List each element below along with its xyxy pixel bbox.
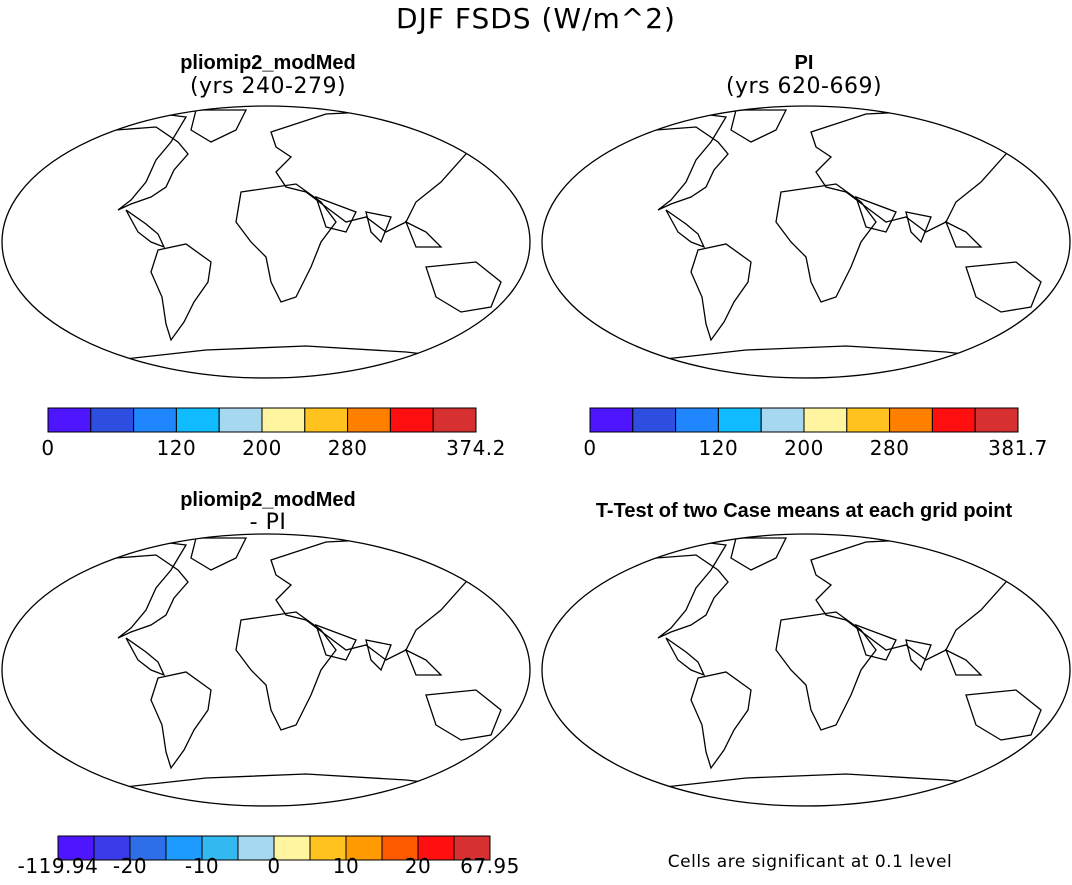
colorbar-swatch	[889, 407, 933, 433]
colorbar-swatch	[803, 407, 848, 433]
colorbar-swatch	[261, 407, 306, 433]
colorbar-swatch	[417, 835, 455, 861]
colorbar-tick-label: 374.2	[446, 436, 506, 460]
colorbar-tick-label: 280	[869, 436, 910, 460]
colorbar-swatch	[309, 835, 347, 861]
colorbar-swatch	[93, 835, 131, 861]
colorbar-swatch	[931, 407, 976, 433]
colorbar-swatch	[57, 835, 95, 861]
colorbar-tick-label: -10	[184, 854, 220, 878]
figure-title: DJF FSDS (W/m^2)	[396, 2, 676, 35]
colorbar-swatch	[218, 407, 263, 433]
panel-subtitle-difference: - PI	[249, 510, 287, 535]
colorbar-tick-label: 280	[327, 436, 368, 460]
colorbar-swatch	[133, 407, 177, 433]
colorbar-swatch	[90, 407, 135, 433]
panel-subtitle-control: (yrs 620-669)	[725, 74, 883, 99]
colorbar-tick-label: -20	[112, 854, 148, 878]
colorbar-swatch	[453, 835, 491, 861]
colorbar-swatch	[717, 407, 762, 433]
map-frame	[541, 533, 1071, 807]
colorbar-tick-label: 20	[404, 854, 432, 878]
panel-title-control: PI	[794, 52, 814, 74]
colorbar-swatch	[345, 835, 383, 861]
colorbar-swatch	[675, 407, 719, 433]
map-frame	[541, 105, 1071, 379]
colorbar-swatch	[589, 407, 634, 433]
colorbar-model	[47, 407, 477, 433]
panel-title-ttest: T-Test of two Case means at each grid po…	[595, 500, 1013, 522]
colorbar-tick-label: 120	[156, 436, 197, 460]
colorbar-swatch	[201, 835, 239, 861]
colorbar-swatch	[974, 407, 1019, 433]
colorbar-swatch	[347, 407, 391, 433]
colorbar-swatch	[47, 407, 92, 433]
colorbar-tick-label: 120	[698, 436, 739, 460]
colorbar-swatch	[165, 835, 203, 861]
colorbar-tick-label: 381.7	[988, 436, 1048, 460]
colorbar-swatch	[760, 407, 805, 433]
colorbar-tick-label: 0	[583, 436, 597, 460]
colorbar-tick-label: 0	[267, 854, 281, 878]
colorbar-swatch	[381, 835, 419, 861]
map-model	[1, 105, 531, 379]
colorbar-tick-label: 200	[784, 436, 824, 460]
map-ttest	[541, 533, 1071, 807]
colorbar-tick-label: -119.94	[17, 854, 99, 878]
map-control	[541, 105, 1071, 379]
map-frame	[1, 533, 531, 807]
significance-footnote: Cells are significant at 0.1 level	[667, 852, 953, 872]
colorbar-swatch	[389, 407, 434, 433]
colorbar-swatch	[129, 835, 167, 861]
colorbar-difference	[57, 835, 491, 861]
panel-subtitle-model: (yrs 240-279)	[189, 74, 347, 99]
colorbar-tick-label: 0	[41, 436, 55, 460]
colorbar-control	[589, 407, 1019, 433]
colorbar-swatch	[846, 407, 891, 433]
map-frame	[1, 105, 531, 379]
colorbar-swatch	[632, 407, 677, 433]
colorbar-swatch	[175, 407, 220, 433]
colorbar-tick-label: 67.95	[460, 854, 520, 878]
panel-title-difference: pliomip2_modMed	[180, 489, 356, 511]
colorbar-tick-label: 200	[242, 436, 282, 460]
colorbar-swatch	[273, 835, 311, 861]
colorbar-swatch	[432, 407, 477, 433]
colorbar-swatch	[304, 407, 349, 433]
colorbar-tick-label: 10	[332, 854, 360, 878]
colorbar-swatch	[237, 835, 275, 861]
map-difference	[1, 533, 531, 807]
panel-title-model: pliomip2_modMed	[180, 52, 356, 74]
